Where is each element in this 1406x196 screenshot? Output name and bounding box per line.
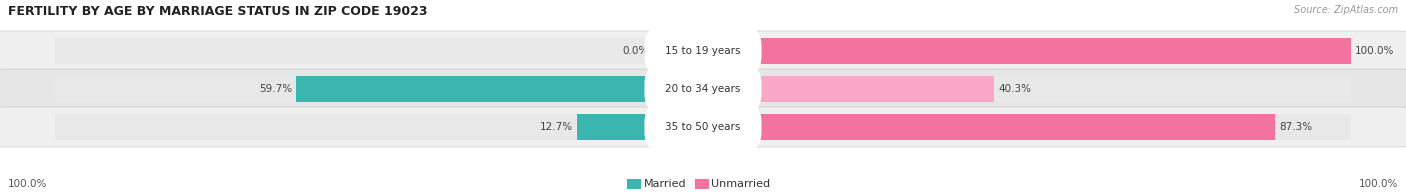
FancyBboxPatch shape [754,38,1351,64]
Text: 20 to 34 years: 20 to 34 years [665,84,741,94]
Text: FERTILITY BY AGE BY MARRIAGE STATUS IN ZIP CODE 19023: FERTILITY BY AGE BY MARRIAGE STATUS IN Z… [8,5,427,18]
FancyBboxPatch shape [576,114,652,140]
Text: Unmarried: Unmarried [711,179,770,189]
FancyBboxPatch shape [754,114,1351,140]
Text: 35 to 50 years: 35 to 50 years [665,122,741,132]
Text: 100.0%: 100.0% [8,179,48,189]
FancyBboxPatch shape [754,38,1351,64]
Text: Married: Married [644,179,686,189]
FancyBboxPatch shape [695,179,709,189]
Text: Source: ZipAtlas.com: Source: ZipAtlas.com [1294,5,1398,15]
FancyBboxPatch shape [0,31,1406,71]
Text: 40.3%: 40.3% [998,84,1031,94]
FancyBboxPatch shape [0,107,1406,147]
FancyBboxPatch shape [297,76,652,102]
Text: 59.7%: 59.7% [259,84,292,94]
Text: 0.0%: 0.0% [623,46,650,56]
FancyBboxPatch shape [754,76,1351,102]
FancyBboxPatch shape [754,114,1275,140]
FancyBboxPatch shape [0,69,1406,109]
Text: 87.3%: 87.3% [1279,122,1312,132]
Text: 15 to 19 years: 15 to 19 years [665,46,741,56]
FancyBboxPatch shape [55,38,652,64]
Text: 12.7%: 12.7% [540,122,574,132]
FancyBboxPatch shape [627,179,641,189]
Text: 100.0%: 100.0% [1358,179,1398,189]
FancyBboxPatch shape [754,76,994,102]
Text: 100.0%: 100.0% [1355,46,1395,56]
FancyBboxPatch shape [55,114,652,140]
FancyBboxPatch shape [55,76,652,102]
